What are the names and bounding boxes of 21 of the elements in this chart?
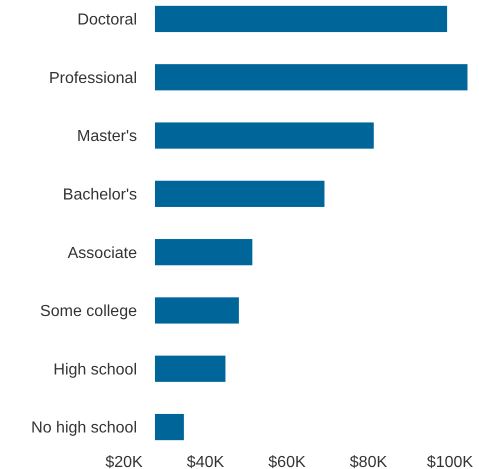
y-tick-label: Master's	[77, 128, 137, 146]
y-tick-label: Doctoral	[77, 12, 137, 29]
x-tick-label: $60K	[268, 454, 306, 469]
y-tick-label: Associate	[68, 244, 138, 262]
bar	[154, 356, 226, 382]
bar	[154, 239, 252, 266]
x-tick-label: $40K	[186, 454, 224, 469]
bar	[154, 414, 184, 440]
bar	[154, 6, 448, 32]
y-tick-label: Professional	[48, 70, 137, 87]
y-tick-label: Bachelor's	[62, 186, 137, 204]
bar	[154, 64, 468, 90]
bar	[154, 122, 374, 149]
y-tick-label: No high school	[31, 420, 137, 437]
x-tick-label: $80K	[350, 454, 388, 469]
y-tick-label: Some college	[40, 303, 138, 320]
bar	[154, 297, 239, 324]
x-tick-label: $20K	[105, 454, 144, 469]
y-tick-label: High school	[53, 361, 137, 378]
bar	[154, 180, 324, 207]
x-tick-label: $100K	[426, 454, 474, 469]
